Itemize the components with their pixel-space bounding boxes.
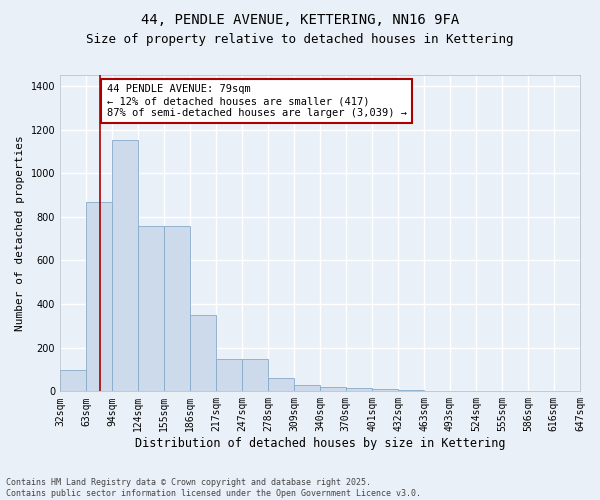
Bar	[217, 358, 242, 392]
Bar	[268, 378, 294, 392]
Bar	[86, 202, 112, 392]
Bar	[242, 359, 268, 392]
Bar	[190, 315, 217, 392]
Y-axis label: Number of detached properties: Number of detached properties	[15, 136, 25, 331]
Bar	[294, 385, 320, 392]
Bar	[372, 389, 398, 392]
X-axis label: Distribution of detached houses by size in Kettering: Distribution of detached houses by size …	[135, 437, 505, 450]
Bar	[164, 226, 190, 392]
Bar	[320, 386, 346, 392]
Text: 44 PENDLE AVENUE: 79sqm
← 12% of detached houses are smaller (417)
87% of semi-d: 44 PENDLE AVENUE: 79sqm ← 12% of detache…	[107, 84, 407, 117]
Text: Contains HM Land Registry data © Crown copyright and database right 2025.
Contai: Contains HM Land Registry data © Crown c…	[6, 478, 421, 498]
Bar	[60, 370, 86, 392]
Bar	[138, 226, 164, 392]
Bar	[112, 140, 138, 392]
Text: 44, PENDLE AVENUE, KETTERING, NN16 9FA: 44, PENDLE AVENUE, KETTERING, NN16 9FA	[141, 12, 459, 26]
Bar	[424, 390, 450, 392]
Text: Size of property relative to detached houses in Kettering: Size of property relative to detached ho…	[86, 32, 514, 46]
Bar	[398, 390, 424, 392]
Bar	[346, 388, 372, 392]
